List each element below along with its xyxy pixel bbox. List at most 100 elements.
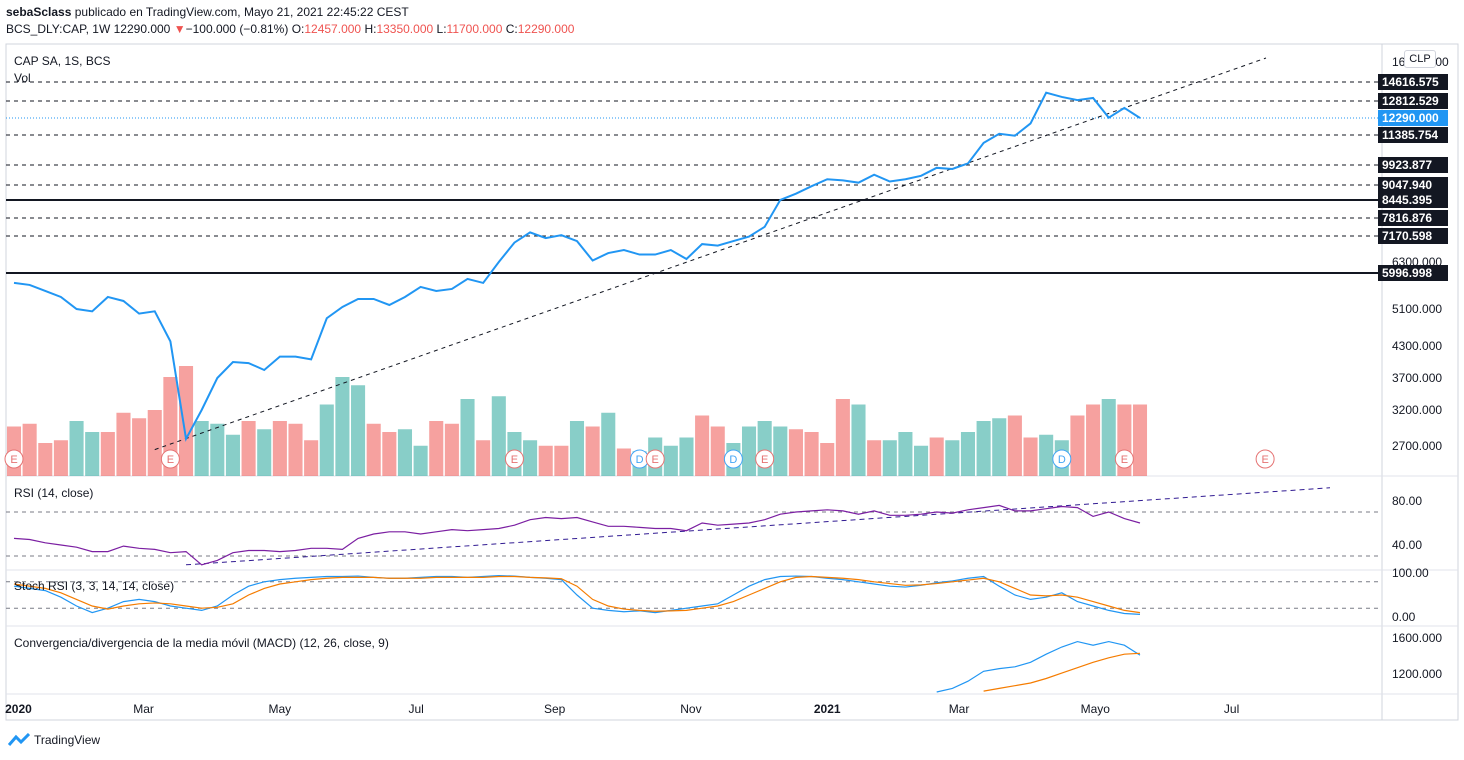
volume-bar [178, 366, 194, 476]
volume-bar [460, 399, 475, 476]
level-label-box [1378, 192, 1448, 208]
volume-bar [710, 426, 725, 476]
volume-bar [429, 421, 444, 476]
event-label: E [10, 454, 17, 466]
volume-bar [100, 432, 115, 476]
volume-bar [38, 443, 53, 476]
event-marker [160, 449, 180, 469]
stoch-tick: 0.00 [1392, 610, 1416, 624]
event-label: E [761, 454, 768, 466]
change-arrow-icon: ▼ [173, 22, 186, 36]
price-tick: 2700.000 [1392, 439, 1442, 453]
level-label: 8445.395 [1382, 193, 1432, 207]
rsi-tick: 40.00 [1392, 538, 1422, 552]
volume-bar [992, 418, 1007, 476]
event-marker [723, 449, 743, 469]
event-marker [504, 449, 524, 469]
level-label: 9047.940 [1382, 178, 1432, 192]
stoch-rsi-pane [6, 575, 1382, 615]
volume-bar [335, 377, 350, 476]
macd-tick: 1200.000 [1392, 667, 1442, 681]
horizontal-levels [6, 81, 1382, 274]
low-value: 11700.000 [446, 22, 503, 36]
volume-bar [601, 412, 616, 476]
price-trendline [154, 57, 1267, 451]
price-tick: 3200.000 [1392, 403, 1442, 417]
volume-bar [851, 404, 866, 476]
stoch-d-line [13, 575, 1141, 614]
volume-bar [663, 445, 678, 476]
macd-legend: Convergencia/divergencia de la media móv… [14, 636, 389, 650]
event-label: D [1058, 454, 1066, 466]
time-tick: 2021 [814, 702, 841, 716]
last-price: 12290.000 [113, 22, 171, 36]
volume-bar [132, 418, 147, 476]
volume-bar [1023, 437, 1038, 476]
time-tick: Nov [680, 702, 701, 716]
high-label: H: [364, 22, 377, 36]
level-label-box [1378, 74, 1448, 90]
stoch-k-line [13, 575, 1141, 615]
published-text: publicado en TradingView.com, Mayo 21, 2… [74, 5, 409, 19]
event-label: E [167, 454, 174, 466]
tradingview-brand[interactable]: TradingView [8, 733, 100, 747]
trendlines [154, 57, 1267, 451]
event-label: E [511, 454, 518, 466]
volume-bar [741, 426, 757, 476]
volume-bar [820, 443, 835, 476]
rsi-pane [6, 487, 1382, 566]
high-value: 13350.000 [376, 22, 434, 36]
tradingview-logo-icon [8, 733, 30, 746]
stoch-legend: Stoch RSI (3, 3, 14, 14, close) [14, 579, 175, 593]
volume-bar [976, 421, 991, 476]
open-label: O: [291, 22, 305, 36]
signal-line [983, 652, 1141, 692]
level-label-box [1378, 228, 1448, 244]
level-label: 5996.998 [1382, 266, 1432, 280]
volume-bar [679, 437, 694, 476]
level-label-box [1378, 93, 1448, 109]
time-axis: 2020 Mar May Jul Sep Nov 2021 Mar Mayo Jul [5, 702, 1239, 716]
currency-badge[interactable]: CLP [1404, 50, 1436, 68]
level-label: 12290.000 [1382, 111, 1439, 125]
volume-bar [695, 415, 710, 476]
volume-bar [116, 412, 131, 476]
volume-bar [1132, 404, 1148, 476]
level-label-box [1378, 210, 1448, 226]
volume-bar [382, 432, 397, 476]
open-value: 12457.000 [304, 22, 362, 36]
volume-bar [22, 423, 37, 476]
level-label: 7816.876 [1382, 211, 1432, 225]
volume-bar [914, 445, 929, 476]
price-axis: 14616.575 12812.529 12290.000 11385.754 9923… [1378, 55, 1449, 681]
volume-bar [304, 440, 319, 476]
volume-bar [194, 421, 209, 476]
level-label: 9923.877 [1382, 158, 1432, 172]
time-tick: 2020 [5, 702, 32, 716]
level-label: 14616.575 [1382, 75, 1439, 89]
volume-bar [1007, 415, 1022, 476]
level-label-box [1378, 110, 1448, 126]
price-tick: 3700.000 [1392, 371, 1442, 385]
volume-bar [147, 410, 162, 476]
volume-bar [210, 423, 225, 476]
level-label: 11385.754 [1382, 128, 1438, 142]
symbol-ohlc-line: BCS_DLY:CAP, 1W 12290.000 ▼−100.000 (−0.… [6, 22, 574, 36]
publisher-name: sebaSclass [6, 5, 72, 19]
volume-bar [397, 429, 413, 476]
rsi-line [13, 504, 1141, 566]
volume-bar [1070, 415, 1085, 476]
event-marker [755, 449, 775, 469]
stoch-tick: 100.00 [1392, 566, 1429, 580]
volume-bar [85, 432, 100, 476]
volume-bar [288, 423, 303, 476]
event-label: E [652, 454, 659, 466]
volume-bar [366, 423, 381, 476]
symbol-label: BCS_DLY:CAP, 1W [6, 22, 111, 36]
volume-bar [616, 448, 631, 476]
volume-bar [413, 445, 428, 476]
level-label-box [1378, 127, 1448, 143]
volume-bar [491, 396, 506, 476]
